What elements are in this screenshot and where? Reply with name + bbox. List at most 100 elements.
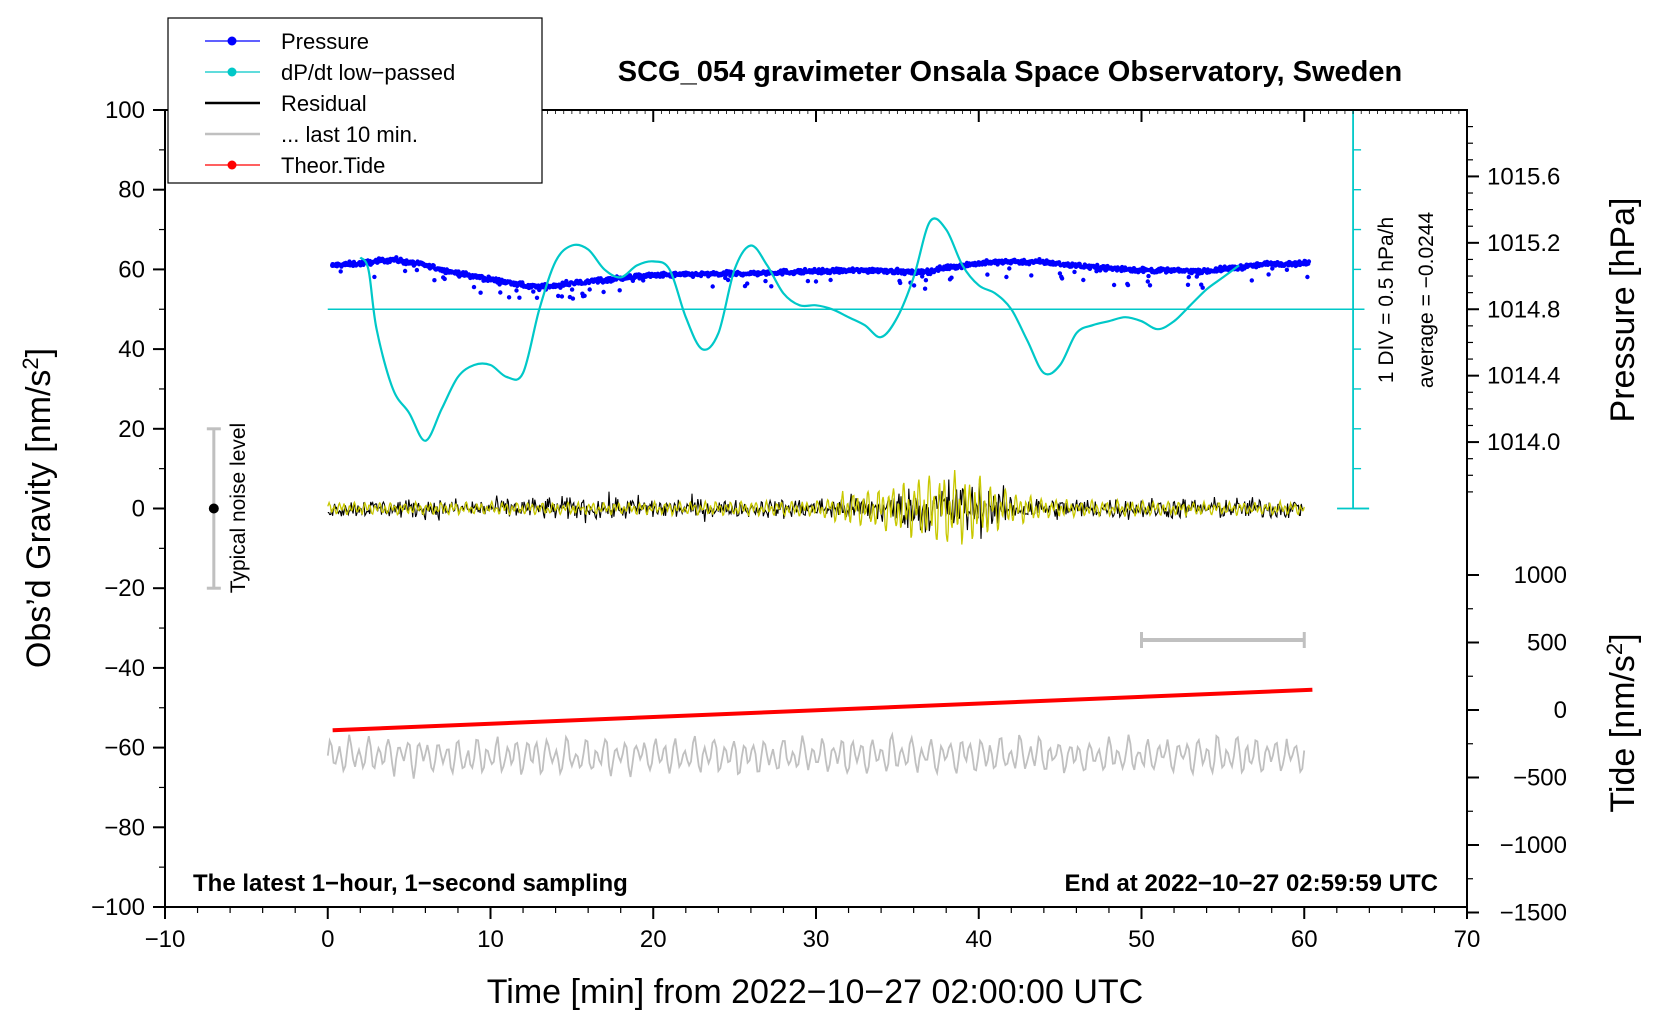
pressure-point (617, 288, 622, 293)
pressure-point (1029, 273, 1034, 278)
pressure-point (923, 278, 929, 283)
y-axis-title-pressure: Pressure [hPa] (1604, 198, 1642, 423)
legend-label-0: Pressure (281, 29, 369, 54)
pressure-point (442, 276, 447, 282)
pressure-point (585, 278, 591, 284)
y-tick-label: −100 (91, 894, 145, 921)
x-tick-label: 60 (1291, 926, 1318, 953)
pressure-point (898, 280, 903, 286)
pressure-point (582, 293, 587, 298)
tick-labels: −10 0 10 20 30 40 50 60 70100806040200−20−40−60−… (91, 97, 1567, 953)
pressure-point (1041, 259, 1047, 265)
pressure-point (813, 268, 819, 274)
y-tick-label: 40 (118, 336, 145, 363)
pressure-point (710, 284, 715, 289)
legend-label-4: Theor.Tide (281, 153, 385, 178)
pressure-point (536, 284, 542, 290)
noise-bar-center (208, 503, 219, 514)
pressure-point (374, 258, 380, 264)
x-tick-label: 30 (803, 926, 830, 953)
pressure-point (601, 289, 606, 295)
pressure-point (1306, 259, 1312, 264)
pressure-point (805, 278, 811, 284)
tide-tick-label: 0 (1554, 697, 1567, 724)
pressure-point (455, 270, 461, 276)
pressure-point (1204, 268, 1210, 274)
legend-label-1: dP/dt low−passed (281, 60, 455, 85)
x-tick-label: 70 (1454, 926, 1481, 953)
dpdt-scale-annotation: 1 DIV = 0.5 hPa/h (1375, 217, 1398, 383)
pressure-point (432, 278, 437, 283)
pressure-point (330, 262, 336, 268)
tide-series-line (332, 687, 1313, 733)
legend-dot-4 (227, 160, 237, 170)
pressure-point (1004, 274, 1009, 280)
x-tick-label: 0 (321, 926, 334, 953)
pressure-point (985, 272, 990, 277)
y-tick-label: −60 (104, 735, 145, 762)
y-tick-label: −80 (104, 814, 145, 841)
pressure-point (1147, 283, 1153, 288)
pressure-point (748, 270, 754, 276)
pressure-point (531, 289, 536, 294)
pressure-tick-label: 1014.8 (1487, 296, 1560, 323)
pressure-point (1007, 266, 1012, 271)
pressure-point (414, 267, 420, 273)
pressure-point (1200, 285, 1205, 290)
pressure-point (514, 288, 519, 293)
y-tick-label: −20 (104, 575, 145, 602)
pressure-point (949, 275, 954, 280)
pressure-point (478, 290, 483, 295)
x-tick-label: 20 (640, 926, 667, 953)
pressure-point (357, 260, 363, 266)
pressure-point (559, 294, 565, 299)
pressure-point (650, 272, 656, 278)
pressure-tick-label: 1015.6 (1487, 163, 1560, 190)
pressure-point (1146, 273, 1151, 279)
pressure-point (1059, 276, 1065, 281)
pressure-point (1266, 272, 1271, 277)
pressure-point (570, 296, 576, 301)
pressure-point (372, 274, 377, 280)
residual-lowpass-line (327, 470, 1305, 545)
pressure-point (745, 281, 750, 286)
pressure-point (769, 284, 774, 289)
dpdt-series-line (359, 217, 1240, 442)
pressure-point (1186, 274, 1192, 280)
pressure-point (715, 271, 722, 277)
pressure-point (763, 278, 768, 284)
pressure-point (556, 293, 561, 299)
pressure-point (1008, 258, 1014, 264)
legend-box (167, 17, 543, 184)
tide-tick-label: −500 (1513, 765, 1567, 792)
y-tick-label: 100 (105, 97, 145, 124)
pressure-point (927, 268, 933, 274)
pressure-tick-label: 1014.0 (1487, 429, 1560, 456)
pressure-point (1284, 267, 1290, 272)
pressure-point (1138, 267, 1145, 273)
chart-title: SCG_054 gravimeter Onsala Space Observat… (618, 56, 1402, 88)
y-tick-label: 60 (118, 256, 145, 283)
x-tick-label: −10 (145, 926, 186, 953)
pressure-point (1125, 282, 1131, 288)
pressure-tick-label: 1015.2 (1487, 230, 1560, 257)
x-tick-label: 10 (477, 926, 504, 953)
y-axis-title-gravity: Obs’d Gravity [nm/s2] (18, 348, 58, 668)
legend: Pressure dP/dt low−passed Residual ... last… (167, 17, 543, 184)
pressure-point (943, 264, 949, 270)
pressure-point (725, 277, 731, 283)
pressure-point (1269, 260, 1275, 266)
y-tick-label: 0 (132, 496, 145, 523)
y-tick-label: 80 (118, 177, 145, 204)
pressure-point (920, 274, 925, 279)
pressure-point (1145, 279, 1151, 284)
tide-tick-label: 1000 (1514, 562, 1567, 589)
pressure-point (780, 269, 787, 275)
pressure-point (683, 272, 689, 278)
legend-label-2: Residual (281, 91, 367, 116)
pressure-point (976, 260, 982, 266)
pressure-point (846, 268, 852, 274)
pressure-point (641, 278, 646, 283)
pressure-point (569, 287, 575, 292)
